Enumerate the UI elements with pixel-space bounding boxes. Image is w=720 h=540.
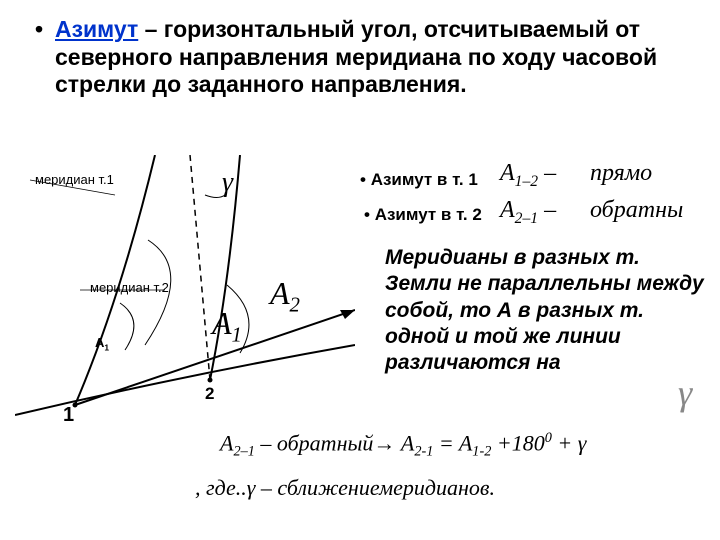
formula-line1: A2–1 – обратный→ A2-1 = A1-2 +1800 + γ [220,430,586,461]
label-point-2: 2 [205,384,214,404]
bullet-azimuth-t1: Азимут в т. 1 [360,170,478,190]
math-a21: A2–1 – [500,197,556,228]
bullet-azimuth-t2: Азимут в т. 2 [364,205,482,225]
formula-line2: , где..γ – сближениемеридианов. [195,475,495,501]
label-meridian-1: меридиан т.1 [35,172,114,187]
azimuth-diagram [15,155,355,430]
label-point-1: 1 [63,404,74,427]
label-obratny: обратны [590,197,683,224]
label-gamma-diagram: γ [222,167,233,199]
label-angle-a1: А1 [95,335,109,353]
math-a12: A1–2 – [500,160,556,191]
label-a2-big: A2 [270,275,300,317]
definition-text: – горизонтальный угол, отсчитываемый от … [55,16,657,97]
gamma-symbol-large: γ [678,372,692,414]
label-pryamo: прямо [590,160,652,187]
label-meridian-2: меридиан т.2 [90,280,169,295]
paragraph-meridians: Меридианы в разных т. Земли не параллель… [385,245,705,376]
term-azimuth: Азимут [55,16,138,42]
label-a1-big: A1 [212,305,242,347]
definition-heading: Азимут – горизонтальный угол, отсчитывае… [55,16,700,99]
